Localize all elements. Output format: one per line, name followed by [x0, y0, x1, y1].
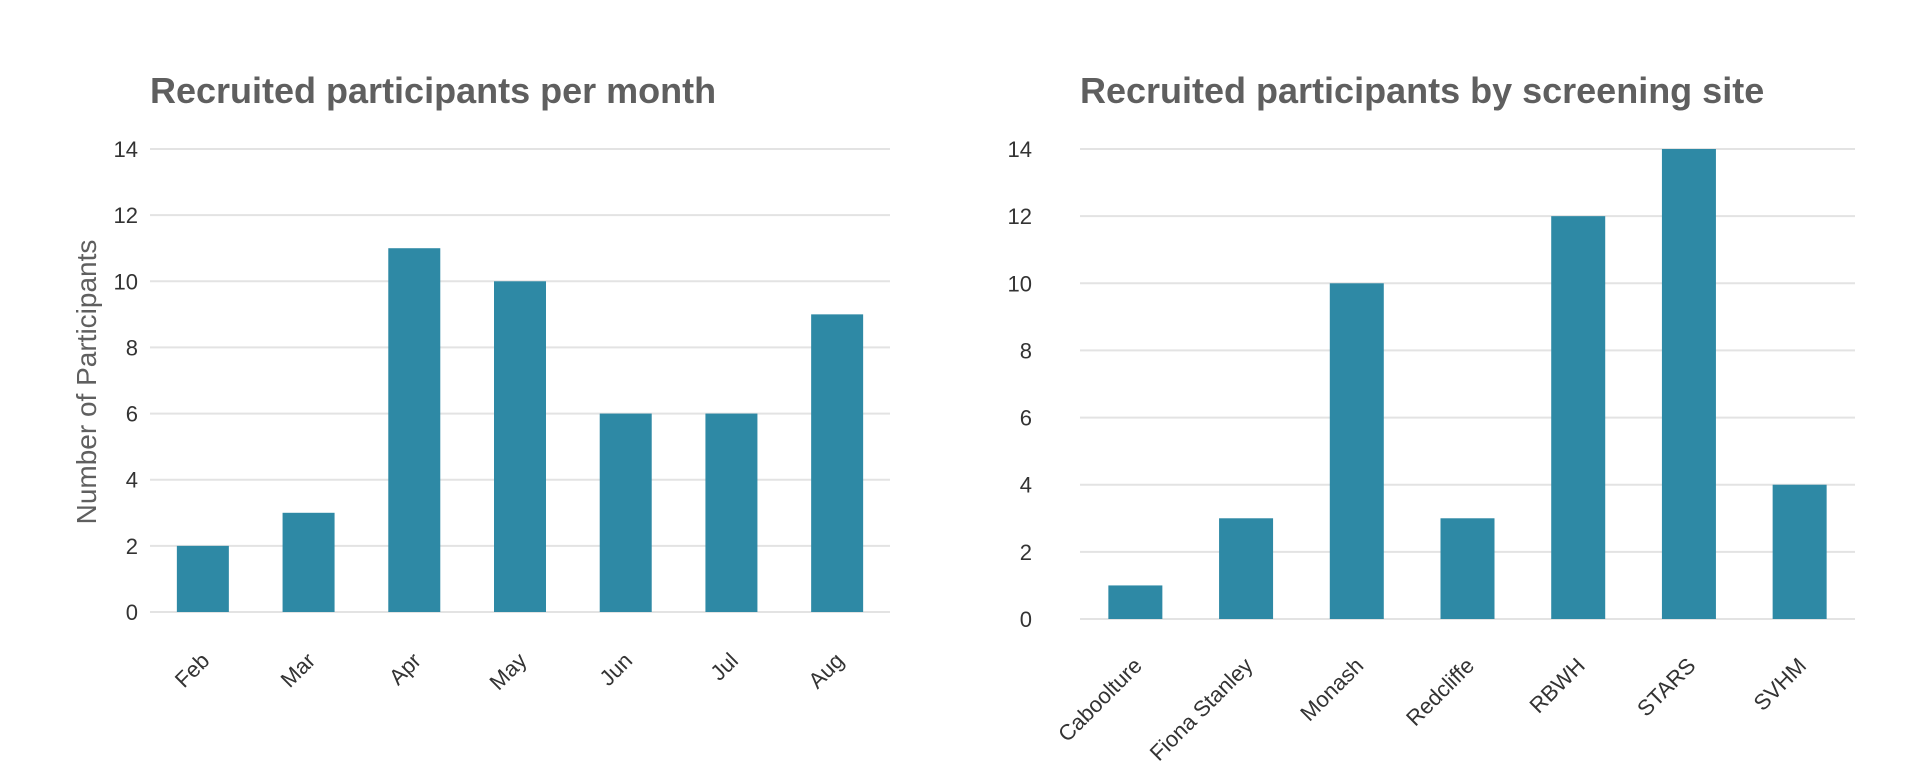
x-tick-label: Mar	[276, 648, 320, 692]
bars	[1108, 149, 1827, 619]
y-tick-labels: 0 2 4 6 8 10 12 14	[1008, 137, 1032, 632]
y-tick-label: 10	[114, 269, 138, 294]
bar-redcliffe	[1440, 518, 1495, 619]
x-tick-label: Jun	[594, 648, 637, 691]
x-tick-label: Monash	[1295, 653, 1368, 726]
x-tick-labels: Feb Mar Apr May Jun Jul Aug	[170, 648, 849, 695]
x-tick-label: Caboolture	[1053, 653, 1147, 747]
y-tick-label: 2	[1020, 540, 1032, 565]
bar-monash	[1329, 283, 1384, 619]
y-tick-label: 8	[1020, 338, 1032, 363]
y-tick-label: 12	[1008, 204, 1032, 229]
x-tick-label: Feb	[170, 648, 214, 692]
x-tick-label: RBWH	[1525, 653, 1590, 718]
x-tick-label: Fiona Stanley	[1145, 653, 1258, 766]
x-tick-label: Redcliffe	[1401, 653, 1479, 731]
bar-jun	[599, 413, 652, 612]
y-tick-label: 6	[1020, 406, 1032, 431]
x-tick-label: SVHM	[1749, 653, 1812, 716]
y-tick-labels: 0 2 4 6 8 10 12 14	[114, 137, 138, 625]
bar-may	[494, 281, 546, 612]
bars	[176, 248, 864, 612]
y-axis-label: Number of Participants	[71, 240, 102, 525]
bar-jul	[705, 413, 758, 612]
x-tick-label: Apr	[384, 648, 426, 690]
bar-mar	[282, 512, 335, 612]
bar-rbwh	[1551, 216, 1606, 619]
chart-title: Recruited participants by screening site	[1080, 70, 1764, 111]
y-tick-label: 0	[126, 600, 138, 625]
y-tick-label: 0	[1020, 607, 1032, 632]
y-tick-label: 14	[114, 137, 138, 162]
x-tick-label: May	[484, 648, 531, 695]
y-tick-label: 6	[126, 402, 138, 427]
y-tick-label: 4	[1020, 473, 1032, 498]
chart-recruited-per-month: Recruited participants per month Number …	[71, 70, 890, 695]
bar-apr	[388, 248, 441, 612]
x-tick-label: Aug	[803, 648, 848, 693]
y-tick-label: 2	[126, 534, 138, 559]
bar-stars	[1661, 149, 1716, 619]
bar-feb	[176, 545, 229, 612]
bar-aug	[811, 314, 864, 612]
y-tick-label: 14	[1008, 137, 1032, 162]
chart-title: Recruited participants per month	[150, 70, 716, 111]
bar-caboolture	[1108, 585, 1163, 619]
x-tick-label: STARS	[1632, 653, 1700, 721]
bar-svhm	[1772, 484, 1827, 619]
bar-fiona-stanley	[1219, 518, 1274, 619]
x-tick-label: Jul	[705, 648, 743, 686]
y-tick-label: 8	[126, 335, 138, 360]
chart-recruited-by-site: Recruited participants by screening site…	[1008, 70, 1855, 766]
y-tick-label: 10	[1008, 271, 1032, 296]
y-tick-label: 12	[114, 203, 138, 228]
y-tick-label: 4	[126, 468, 138, 493]
